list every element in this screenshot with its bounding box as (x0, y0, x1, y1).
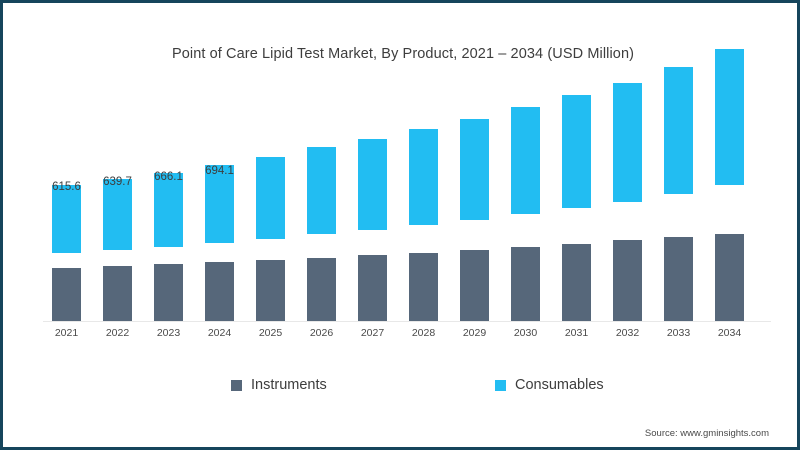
bar-segment-instruments[interactable] (511, 247, 540, 321)
bar-segment-instruments[interactable] (52, 268, 81, 321)
source-caption: Source: www.gminsights.com (644, 428, 769, 439)
bar-segment-instruments[interactable] (205, 262, 234, 321)
bar-segment-instruments[interactable] (562, 244, 591, 321)
x-axis-baseline (43, 321, 771, 322)
bar-segment-consumables[interactable] (154, 173, 183, 247)
bar-segment-consumables[interactable] (205, 165, 234, 243)
bar-column[interactable] (613, 83, 642, 321)
legend-swatch-icon (231, 379, 242, 391)
chart-legend: Instruments Consumables (3, 377, 797, 399)
bar-column[interactable] (256, 157, 285, 321)
plot-area: 615.6 639.7 666.1 694.1 2021 2022 2023 2024 202… (3, 3, 797, 447)
bar-value-label: 666.1 (154, 171, 183, 183)
bar-segment-instruments[interactable] (409, 253, 438, 321)
bar-segment-consumables[interactable] (460, 119, 489, 220)
bar-segment-consumables[interactable] (256, 157, 285, 239)
bar-segment-instruments[interactable] (664, 237, 693, 321)
x-tick-2027: 2027 (360, 327, 385, 339)
bar-segment-instruments[interactable] (358, 255, 387, 321)
bar-column[interactable] (358, 139, 387, 321)
bar-column[interactable] (715, 49, 744, 321)
figure-inner-frame (6, 6, 794, 444)
bar-segment-consumables[interactable] (409, 129, 438, 225)
x-tick-2028: 2028 (411, 327, 436, 339)
x-tick-2033: 2033 (666, 327, 691, 339)
x-tick-2025: 2025 (258, 327, 283, 339)
x-tick-2023: 2023 (156, 327, 181, 339)
x-tick-2021: 2021 (54, 327, 79, 339)
bar-column[interactable] (409, 129, 438, 321)
bar-column[interactable] (460, 119, 489, 321)
x-tick-2026: 2026 (309, 327, 334, 339)
x-tick-2022: 2022 (105, 327, 130, 339)
legend-swatch-icon (495, 379, 506, 391)
legend-item-instruments[interactable]: Instruments (231, 377, 327, 393)
bar-column[interactable] (307, 147, 336, 321)
bar-segment-instruments[interactable] (154, 264, 183, 321)
bar-column[interactable] (205, 165, 234, 321)
bar-segment-instruments[interactable] (460, 250, 489, 321)
x-tick-2024: 2024 (207, 327, 232, 339)
bar-column[interactable] (52, 185, 81, 321)
bar-segment-instruments[interactable] (715, 234, 744, 321)
bar-segment-instruments[interactable] (307, 258, 336, 321)
bar-column[interactable] (103, 179, 132, 321)
x-tick-2032: 2032 (615, 327, 640, 339)
x-tick-2034: 2034 (717, 327, 742, 339)
legend-label: Instruments (251, 377, 327, 393)
bar-segment-consumables[interactable] (664, 67, 693, 194)
bar-segment-consumables[interactable] (103, 179, 132, 250)
bar-segment-instruments[interactable] (256, 260, 285, 321)
bar-segment-consumables[interactable] (562, 95, 591, 208)
legend-item-consumables[interactable]: Consumables (495, 377, 604, 393)
legend-label: Consumables (515, 377, 604, 393)
bar-value-label: 639.7 (103, 176, 132, 188)
bar-segment-consumables[interactable] (358, 139, 387, 230)
bar-segment-instruments[interactable] (103, 266, 132, 321)
bar-segment-consumables[interactable] (52, 185, 81, 253)
bar-column[interactable] (511, 107, 540, 321)
bar-value-label: 615.6 (52, 181, 81, 193)
bar-segment-consumables[interactable] (511, 107, 540, 214)
bar-column[interactable] (664, 67, 693, 321)
x-tick-2029: 2029 (462, 327, 487, 339)
bar-value-label: 694.1 (205, 165, 234, 177)
x-tick-2030: 2030 (513, 327, 538, 339)
bar-segment-instruments[interactable] (613, 240, 642, 321)
bar-segment-consumables[interactable] (613, 83, 642, 202)
bar-column[interactable] (154, 173, 183, 321)
page-title: Point of Care Lipid Test Market, By Prod… (171, 46, 635, 62)
bar-segment-consumables[interactable] (307, 147, 336, 234)
x-tick-2031: 2031 (564, 327, 589, 339)
bar-segment-consumables[interactable] (715, 49, 744, 185)
bar-column[interactable] (562, 95, 591, 321)
